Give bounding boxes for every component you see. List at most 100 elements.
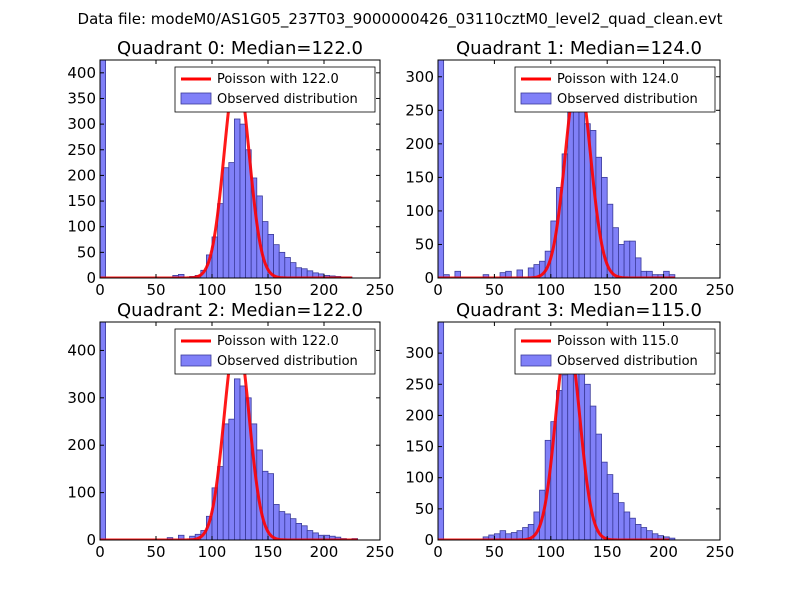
quadrant-2-bar-17 xyxy=(267,473,274,540)
quadrant-2-bar-21 xyxy=(289,518,297,540)
quadrant-1-legend-observed-label: Observed distribution xyxy=(557,92,698,107)
quadrant-2-bar-19 xyxy=(278,511,286,540)
quadrant-3-ytick-label-1: 50 xyxy=(415,500,434,518)
quadrant-3-bar-29 xyxy=(640,527,648,540)
quadrant-3-legend-box xyxy=(514,328,716,375)
quadrant-0-ytick-label-1: 50 xyxy=(77,243,96,261)
quadrant-3-ytick-label-3: 150 xyxy=(405,438,434,456)
quadrant-1-bar-15 xyxy=(572,93,580,278)
quadrant-3-bar-22 xyxy=(601,461,608,540)
quadrant-2-xtick-label-1: 50 xyxy=(146,543,165,561)
quadrant-1-xtick-label-4: 200 xyxy=(649,281,678,299)
quadrant-3-xtick-label-5: 250 xyxy=(706,543,735,561)
quadrant-1-bar-0 xyxy=(438,60,445,278)
quadrant-3-bar-15 xyxy=(561,374,569,540)
quadrant-0-bar-2 xyxy=(177,274,185,278)
quadrant-0-ytick-label-8: 400 xyxy=(67,64,96,82)
quadrant-3-panel: Quadrant 3: Median=115.0 0 50 100 150 200 250 0… xyxy=(405,300,734,561)
quadrant-1-ytick-label-1: 50 xyxy=(415,235,434,253)
quadrant-2-bar-18 xyxy=(273,504,280,540)
quadrant-0-xtick-label-1: 50 xyxy=(146,281,165,299)
quadrant-2-xtick-label-2: 100 xyxy=(198,543,227,561)
quadrant-3-legend-observed-label: Observed distribution xyxy=(557,354,698,369)
quadrant-3-poisson-line xyxy=(438,335,670,540)
quadrant-3-bar-28 xyxy=(635,524,642,540)
quadrant-3-xtick-label-4: 200 xyxy=(649,543,678,561)
quadrant-0-ytick-label-7: 350 xyxy=(67,89,96,107)
quadrant-3-ytick-label-5: 250 xyxy=(405,375,434,393)
quadrant-1-bar-25 xyxy=(629,240,636,278)
quadrant-1-bar-22 xyxy=(612,227,619,278)
quadrant-1-ytick-label-6: 300 xyxy=(405,68,434,86)
quadrant-0-bar-22 xyxy=(295,267,302,278)
quadrant-3-axes-frame xyxy=(437,321,721,541)
quadrant-1-xtick-label-0: 0 xyxy=(433,281,443,299)
quadrant-2-title: Quadrant 2: Median=122.0 xyxy=(117,300,363,321)
quadrant-1-ytick-label-4: 200 xyxy=(405,135,434,153)
quadrant-3-ytick-label-6: 300 xyxy=(405,344,434,362)
quadrant-1-bar-26 xyxy=(635,257,642,278)
quadrant-0-bar-21 xyxy=(289,262,297,278)
quadrant-0-ytick-label-6: 300 xyxy=(67,115,96,133)
quadrant-2-bar-20 xyxy=(284,513,291,540)
quadrant-3-bar-16 xyxy=(567,352,574,540)
quadrant-3-title: Quadrant 3: Median=115.0 xyxy=(456,300,702,321)
quadrant-0-bar-10 xyxy=(228,162,235,278)
quadrant-2-legend-poisson-label: Poisson with 122.0 xyxy=(217,334,339,349)
quadrant-3-ytick-label-2: 100 xyxy=(405,469,434,487)
quadrant-0-plot-area xyxy=(100,60,353,278)
quadrant-0-bar-18 xyxy=(273,244,280,278)
quadrant-3-bar-27 xyxy=(629,517,636,540)
quadrant-1-axes-frame xyxy=(437,59,721,279)
quadrant-0-axes-frame xyxy=(99,59,381,279)
quadrant-3-bar-23 xyxy=(606,474,614,540)
quadrant-1-legend-poisson-label: Poisson with 124.0 xyxy=(557,72,679,87)
quadrant-0-legend-poisson-label: Poisson with 122.0 xyxy=(217,72,339,87)
quadrant-0-poisson-line xyxy=(100,68,352,278)
quadrant-0-bar-0 xyxy=(100,60,106,278)
quadrant-2-legend: Poisson with 122.0 Observed distribution xyxy=(174,328,376,375)
quadrant-3-ytick-label-0: 0 xyxy=(424,531,434,549)
quadrant-0-xtick-label-5: 250 xyxy=(366,281,395,299)
quadrant-3-bar-0 xyxy=(438,322,445,540)
quadrant-2-axes-frame xyxy=(99,321,381,541)
quadrant-2-ytick-label-3: 300 xyxy=(67,389,96,407)
quadrant-1-bar-24 xyxy=(623,240,631,278)
quadrant-1-legend: Poisson with 124.0 Observed distribution xyxy=(514,66,716,113)
quadrant-3-xtick-label-3: 150 xyxy=(593,543,622,561)
quadrant-3-bar-25 xyxy=(618,502,625,540)
quadrant-1-bar-6 xyxy=(516,269,524,278)
quadrant-0-legend: Poisson with 122.0 Observed distribution xyxy=(174,66,376,113)
quadrant-1-bar-23 xyxy=(618,244,625,278)
quadrant-1-legend-bar-swatch xyxy=(520,92,552,105)
quadrant-0-ytick-label-2: 100 xyxy=(67,218,96,236)
quadrant-0-xtick-label-2: 100 xyxy=(198,281,227,299)
quadrant-0-legend-observed-label: Observed distribution xyxy=(217,92,358,107)
figure-suptitle: Data file: modeM0/AS1G05_237T03_90000004… xyxy=(78,10,723,29)
quadrant-2-bar-12 xyxy=(239,385,246,540)
quadrant-1-ytick-label-0: 0 xyxy=(424,269,434,287)
quadrant-2-legend-bar-swatch xyxy=(180,354,212,367)
quadrant-0-ytick-label-3: 150 xyxy=(67,192,96,210)
quadrant-0-bar-20 xyxy=(284,257,291,278)
quadrant-3-plot-area xyxy=(438,322,676,540)
quadrant-0-bar-12 xyxy=(239,123,246,278)
quadrant-1-ytick-label-3: 150 xyxy=(405,168,434,186)
quadrant-2-ytick-label-2: 200 xyxy=(67,436,96,454)
quadrant-2-bar-11 xyxy=(233,378,241,540)
quadrant-2-bar-9 xyxy=(222,423,230,540)
quadrant-3-legend-poisson-label: Poisson with 115.0 xyxy=(557,334,679,349)
quadrant-0-bar-19 xyxy=(278,251,286,278)
quadrant-3-legend-bar-swatch xyxy=(520,354,552,367)
quadrant-3-bar-26 xyxy=(623,511,631,540)
quadrant-0-panel: Quadrant 0: Median=122.0 0 50 100 150 200 250 0… xyxy=(67,38,394,299)
quadrant-1-xtick-label-3: 150 xyxy=(593,281,622,299)
quadrant-0-legend-box xyxy=(174,66,376,113)
quadrant-2-bar-0 xyxy=(100,322,106,540)
quadrant-1-title: Quadrant 1: Median=124.0 xyxy=(456,38,702,59)
quadrant-1-xtick-label-2: 100 xyxy=(536,281,565,299)
quadrant-2-ytick-label-1: 100 xyxy=(67,484,96,502)
quadrant-2-legend-box xyxy=(174,328,376,375)
quadrant-0-ytick-label-0: 0 xyxy=(86,269,96,287)
